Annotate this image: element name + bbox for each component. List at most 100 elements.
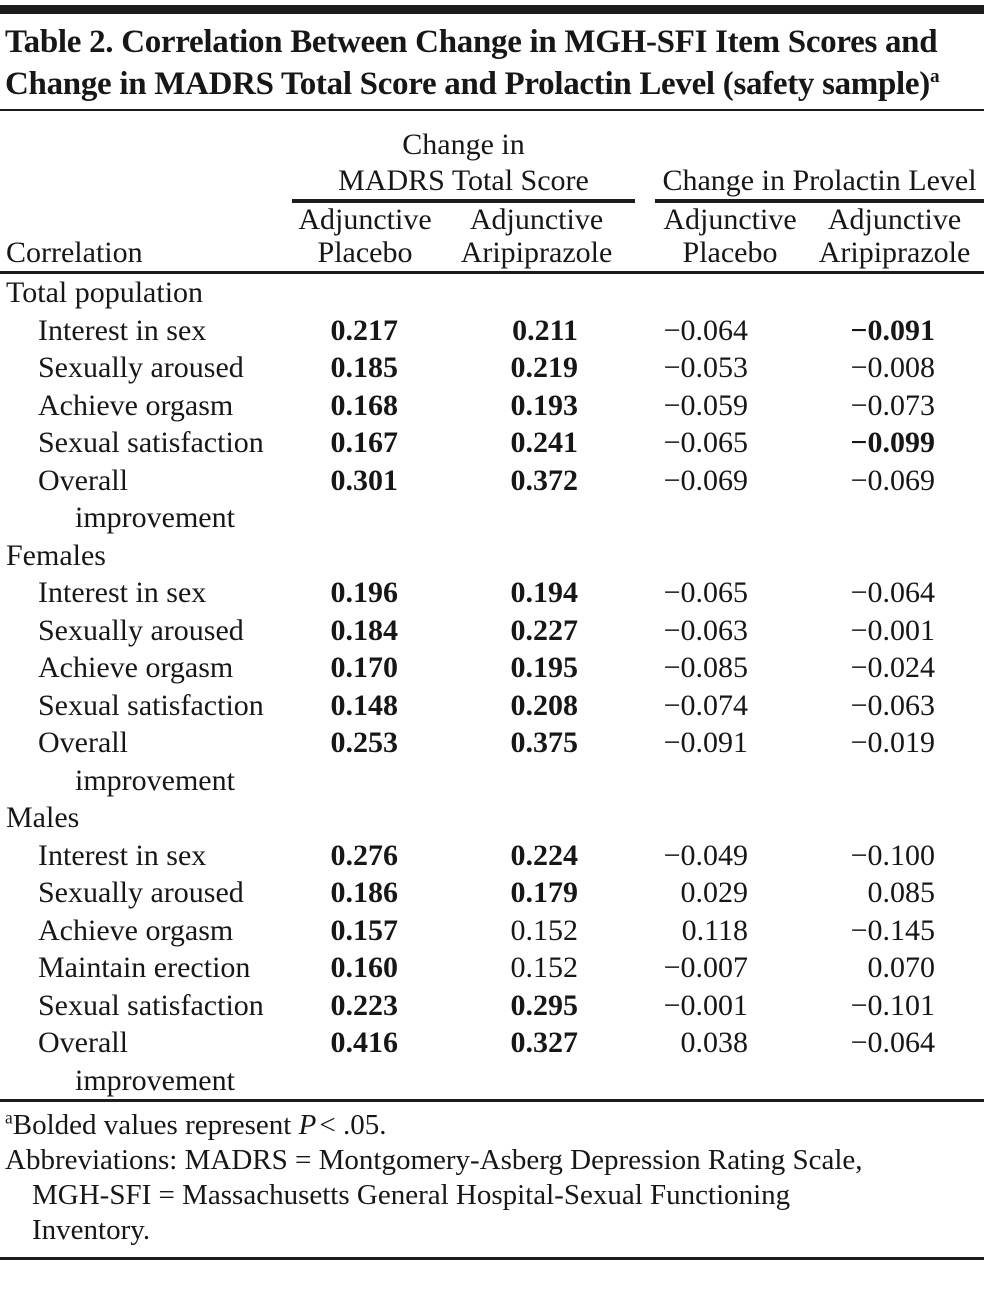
column-gap-cell [635,349,655,387]
value-cell: −0.053 [663,351,748,384]
value-cell: 0.152 [510,913,579,947]
row-label: Sexual satisfaction [38,426,264,459]
footnote-marker-a: a [5,1107,13,1128]
value-cell: 0.186 [330,876,399,909]
column-gap-cell [635,987,655,1025]
row-label: Achieve orgasm [38,913,234,947]
value-cell: 0.185 [330,351,399,384]
column-gap-cell [635,649,655,687]
section-header-row: Females [0,537,984,575]
data-row: Sexual satisfaction 0.148 0.208 −0.074 −0.06… [0,687,984,725]
value-cell: 0.208 [510,688,579,722]
row-label: Achieve orgasm [38,388,234,422]
value-cell: −0.091 [663,726,748,759]
value-cell: 0.168 [330,388,399,422]
column-gap-cell [635,1024,655,1099]
data-row: Sexually aroused 0.184 0.227 −0.063 −0.001 [0,612,984,650]
data-row: Maintain erection 0.160 0.152 −0.007 0.070 [0,949,984,987]
row-label: Achieve orgasm [38,651,234,684]
value-cell: −0.049 [663,838,748,872]
value-cell: −0.073 [850,388,936,422]
section-header-row: Males [0,799,984,837]
column-group-prolactin-line1: Change in Prolactin Level [662,164,977,197]
table-footnotes: aBolded values represent P < .05. Abbrevi… [0,1099,984,1260]
row-label-line: Overall [38,1026,128,1059]
row-label: Sexual satisfaction [38,988,264,1022]
col-header-madrs-aripiprazole: Adjunctive Aripiprazole [438,201,635,274]
col-header-madrs-aripiprazole-line1: Adjunctive [469,203,604,236]
col-header-prolactin-placebo-line2: Placebo [682,236,778,269]
column-gap-cell [635,687,655,725]
value-cell: 0.276 [330,838,399,872]
value-cell: −0.145 [850,913,936,947]
column-gap-cell [635,424,655,462]
column-gap-cell [635,912,655,950]
value-cell: −0.101 [850,988,936,1022]
row-label: Overall improvement [0,1024,292,1099]
value-cell: 0.217 [330,313,399,347]
value-cell: 0.223 [330,988,399,1022]
col-header-prolactin-aripiprazole-line2: Aripiprazole [818,236,971,269]
footnote-abbreviations-line1: Abbreviations: MADRS = Montgomery-Asberg… [5,1144,863,1176]
value-cell: 0.227 [510,613,579,647]
value-cell: −0.065 [663,576,748,609]
row-label: Sexually aroused [38,351,244,384]
value-cell: −0.074 [663,688,748,722]
value-cell: 0.372 [510,463,579,497]
footnote-abbreviations: Abbreviations: MADRS = Montgomery-Asberg… [5,1143,980,1248]
data-row: Achieve orgasm 0.170 0.195 −0.085 −0.024 [0,649,984,687]
row-label-line: improvement [75,1063,235,1097]
value-cell: −0.008 [850,351,936,384]
data-row: Interest in sex 0.196 0.194 −0.065 −0.064 [0,574,984,612]
value-cell: 0.195 [510,651,579,684]
value-cell: −0.064 [663,313,748,347]
data-row: Overall improvement 0.253 0.375 −0.091 −0.019 [0,724,984,799]
value-cell: −0.024 [850,651,936,684]
value-cell: −0.063 [663,613,748,647]
column-group-gap [635,111,655,201]
value-cell: 0.211 [512,313,578,347]
footnote-abbreviations-line2: MGH-SFI = Massachusetts General Hospital… [32,1179,791,1211]
data-row: Sexually aroused 0.185 0.219 −0.053 −0.008 [0,349,984,387]
data-row: Sexual satisfaction 0.167 0.241 −0.065 −0.09… [0,424,984,462]
value-cell: 0.038 [680,1026,749,1059]
value-cell: 0.327 [510,1026,579,1059]
value-cell: 0.193 [510,388,579,422]
col-header-madrs-placebo-line2: Placebo [317,236,413,269]
row-label-line: Overall [38,463,128,497]
column-gap-cell [635,874,655,912]
data-row: Achieve orgasm 0.157 0.152 0.118 −0.145 [0,912,984,950]
value-cell: 0.196 [330,576,399,609]
value-cell: 0.170 [330,651,399,684]
col-header-madrs-aripiprazole-line2: Aripiprazole [460,236,613,269]
value-cell: −0.019 [850,726,936,759]
column-group-madrs-line2: MADRS Total Score [338,164,589,197]
data-row: Achieve orgasm 0.168 0.193 −0.059 −0.073 [0,387,984,425]
column-group-prolactin: Change in Prolactin Level [655,111,984,203]
footnote-significance: aBolded values represent P < .05. [5,1108,980,1143]
section-label: Total population [6,276,204,309]
row-label-line: Overall [38,726,128,759]
value-cell: −0.059 [663,388,748,422]
value-cell: 0.167 [330,426,399,459]
column-gap-cell [635,724,655,799]
value-cell: 0.253 [330,726,399,759]
title-footnote-marker: a [929,66,940,87]
value-cell: −0.085 [663,651,748,684]
value-cell: 0.152 [510,951,579,984]
row-label: Interest in sex [38,576,207,609]
row-label: Overall improvement [0,462,292,537]
row-label-line: improvement [75,501,235,534]
value-cell: 0.241 [510,426,579,459]
correlation-table: Change in MADRS Total Score Change in Pr… [0,111,984,1099]
row-label: Maintain erection [38,951,251,984]
value-cell: −0.064 [850,576,936,609]
value-cell: −0.007 [663,951,748,984]
column-gap-cell [635,837,655,875]
data-row: Interest in sex 0.276 0.224 −0.049 −0.100 [0,837,984,875]
row-label: Sexual satisfaction [38,688,264,722]
value-cell: −0.001 [850,613,936,647]
column-group-header-row: Change in MADRS Total Score Change in Pr… [0,111,984,203]
value-cell: 0.085 [867,876,936,909]
